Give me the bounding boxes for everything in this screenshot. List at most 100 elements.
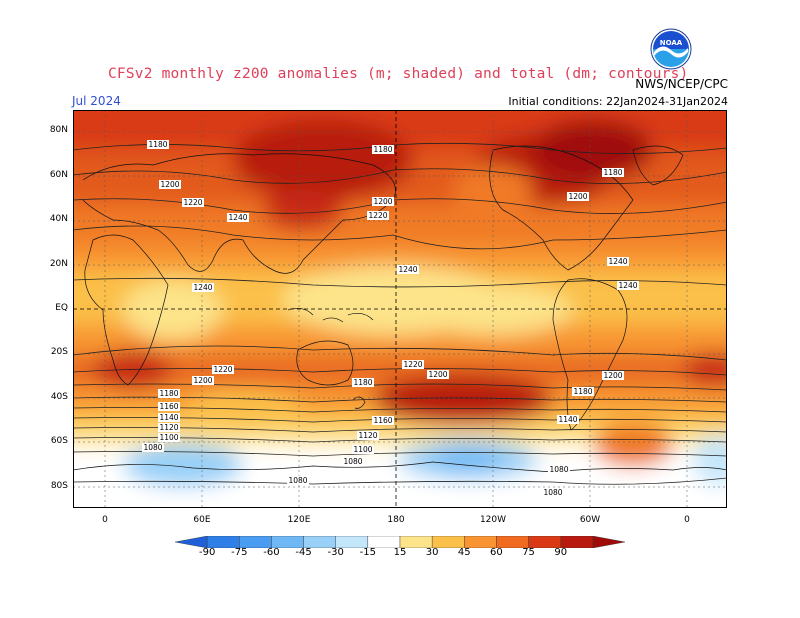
contour-label: 1100 — [158, 433, 180, 442]
lat-label: 60N — [49, 170, 68, 180]
svg-text:1200: 1200 — [568, 192, 587, 201]
svg-text:1120: 1120 — [159, 423, 178, 432]
colorbar-label: 60 — [490, 547, 503, 558]
svg-text:1200: 1200 — [373, 197, 392, 206]
svg-text:1080: 1080 — [549, 465, 568, 474]
contour-label: 1160 — [372, 416, 394, 425]
svg-text:1220: 1220 — [183, 198, 202, 207]
lon-label: 120E — [287, 515, 311, 525]
contour-label: 1140 — [158, 413, 180, 422]
svg-text:1180: 1180 — [573, 387, 592, 396]
lon-label: 60W — [579, 515, 601, 525]
svg-text:1100: 1100 — [159, 433, 178, 442]
svg-text:1120: 1120 — [358, 431, 377, 440]
svg-text:1200: 1200 — [160, 180, 179, 189]
svg-text:1080: 1080 — [543, 488, 562, 497]
svg-text:1180: 1180 — [353, 378, 372, 387]
svg-text:1080: 1080 — [143, 443, 162, 452]
svg-text:1220: 1220 — [403, 360, 422, 369]
contour-label: 1240 — [397, 265, 419, 274]
contour-label: 1240 — [227, 213, 249, 222]
map-title: CFSv2 monthly z200 anomalies (m; shaded)… — [108, 66, 689, 82]
lon-label: 60E — [193, 515, 211, 525]
contour-label: 1120 — [357, 431, 379, 440]
anomaly-shading — [73, 110, 727, 508]
contour-label: 1240 — [607, 257, 629, 266]
contour-label: 1120 — [158, 423, 180, 432]
lat-label: 20N — [49, 259, 68, 269]
anomaly-map: 1180118011801200120012001220122012401240… — [73, 110, 727, 508]
contour-label: 1100 — [352, 445, 374, 454]
lat-label: 20S — [50, 347, 68, 357]
svg-text:1080: 1080 — [288, 476, 307, 485]
contour-label: 1080 — [142, 443, 164, 452]
contour-label: 1180 — [572, 387, 594, 396]
contour-label: 1180 — [147, 140, 169, 149]
svg-text:1240: 1240 — [193, 283, 212, 292]
svg-text:1180: 1180 — [148, 140, 167, 149]
svg-text:1220: 1220 — [368, 211, 387, 220]
contour-label: 1200 — [192, 376, 214, 385]
colorbar-label: 30 — [425, 547, 439, 558]
lon-label: 120W — [479, 515, 507, 525]
initial-conditions: Initial conditions: 22Jan2024-31Jan2024 — [508, 95, 728, 108]
contour-label: 1200 — [427, 370, 449, 379]
colorbar — [175, 536, 625, 548]
svg-text:1180: 1180 — [373, 145, 392, 154]
lat-label: EQ — [55, 303, 68, 313]
colorbar-label: 90 — [554, 547, 568, 558]
lon-label: 180 — [387, 515, 405, 525]
contour-label: 1140 — [557, 415, 579, 424]
svg-text:1180: 1180 — [159, 389, 178, 398]
colorbar-label: -90 — [198, 547, 216, 558]
colorbar-label: -15 — [359, 547, 377, 558]
colorbar-label: -30 — [327, 547, 344, 558]
lat-label: 80S — [50, 481, 68, 491]
lat-label: 40S — [50, 392, 68, 402]
coastlines — [73, 145, 727, 473]
svg-text:1160: 1160 — [159, 402, 178, 411]
svg-text:1240: 1240 — [228, 213, 247, 222]
svg-text:1200: 1200 — [193, 376, 212, 385]
contour-label: 1180 — [158, 389, 180, 398]
contour-labels: 1180118011801200120012001220122012401240… — [142, 140, 639, 497]
svg-text:1240: 1240 — [618, 281, 637, 290]
svg-text:1200: 1200 — [428, 370, 447, 379]
colorbar-label: -75 — [231, 547, 248, 558]
svg-text:1240: 1240 — [398, 265, 417, 274]
contour-label: 1160 — [158, 402, 180, 411]
contour-label: 1080 — [342, 457, 364, 466]
lat-label: 40N — [49, 214, 68, 224]
colorbar-label: 45 — [457, 547, 471, 558]
contour-label: 1200 — [372, 197, 394, 206]
contour-label: 1180 — [602, 168, 624, 177]
svg-text:1200: 1200 — [603, 371, 622, 380]
svg-text:1240: 1240 — [608, 257, 627, 266]
lat-label: 80N — [49, 125, 68, 135]
svg-text:1100: 1100 — [353, 445, 372, 454]
colorbar-label: -45 — [295, 547, 312, 558]
contour-label: 1220 — [367, 211, 389, 220]
svg-text:1180: 1180 — [603, 168, 622, 177]
contour-label: 1180 — [372, 145, 394, 154]
svg-text:1140: 1140 — [159, 413, 178, 422]
colorbar-cell — [592, 536, 625, 548]
contour-label: 1220 — [402, 360, 424, 369]
noaa-logo-icon: NOAA — [650, 28, 692, 70]
contour-label: 1240 — [617, 281, 639, 290]
contour-label: 1080 — [542, 488, 564, 497]
contour-label: 1200 — [159, 180, 181, 189]
svg-text:NOAA: NOAA — [660, 39, 683, 47]
lon-label: 0 — [102, 515, 108, 525]
colorbar-label: 75 — [522, 547, 535, 558]
contour-label: 1200 — [602, 371, 624, 380]
contour-label: 1220 — [212, 365, 234, 374]
contour-label: 1240 — [192, 283, 214, 292]
svg-text:1080: 1080 — [343, 457, 362, 466]
lat-label: 60S — [50, 436, 68, 446]
lon-label: 0 — [684, 515, 690, 525]
contour-label: 1080 — [287, 476, 309, 485]
svg-text:1140: 1140 — [558, 415, 577, 424]
svg-text:1220: 1220 — [213, 365, 232, 374]
contour-label: 1220 — [182, 198, 204, 207]
